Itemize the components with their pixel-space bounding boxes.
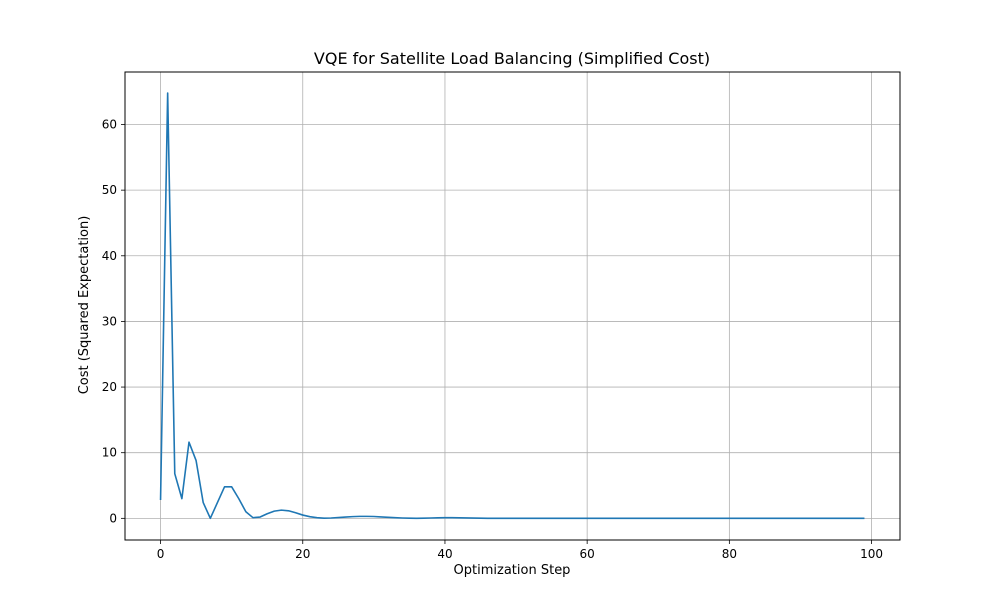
y-tick-label: 40 bbox=[102, 249, 117, 263]
axis-ticks: 0 20 40 60 80 100 0 10 20 30 40 50 60 bbox=[102, 118, 883, 561]
series-layer bbox=[159, 92, 865, 520]
x-tick-label: 0 bbox=[157, 547, 165, 561]
y-tick-label: 20 bbox=[102, 380, 117, 394]
chart-title: VQE for Satellite Load Balancing (Simpli… bbox=[314, 49, 710, 68]
y-tick-label: 60 bbox=[102, 118, 117, 132]
x-tick-label: 40 bbox=[437, 547, 452, 561]
y-axis-label: Cost (Squared Expectation) bbox=[77, 216, 92, 395]
y-tick-label: 30 bbox=[102, 314, 117, 328]
y-tick-label: 0 bbox=[109, 511, 117, 525]
x-tick-label: 100 bbox=[860, 547, 883, 561]
x-tick-label: 20 bbox=[295, 547, 310, 561]
grid-lines bbox=[125, 72, 900, 540]
x-axis-label: Optimization Step bbox=[454, 563, 571, 578]
y-tick-label: 10 bbox=[102, 446, 117, 460]
y-tick-label: 50 bbox=[102, 183, 117, 197]
series-line bbox=[159, 92, 865, 520]
x-tick-label: 60 bbox=[580, 547, 595, 561]
plot-area-frame bbox=[124, 71, 901, 541]
x-tick-label: 80 bbox=[722, 547, 737, 561]
